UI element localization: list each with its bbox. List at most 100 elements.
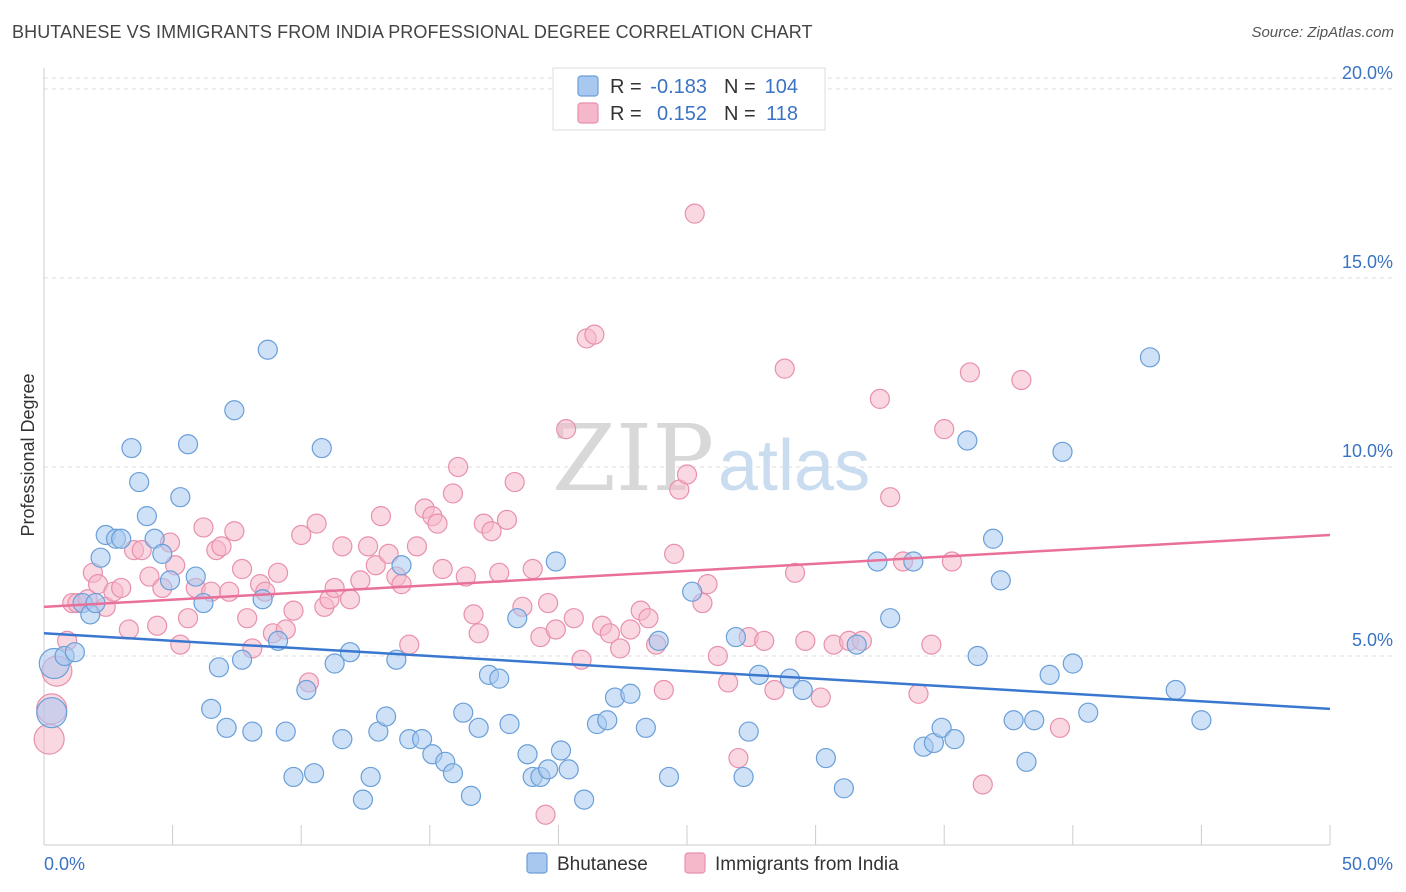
bhutanese-point — [738, 721, 759, 742]
bhutanese-point — [1139, 347, 1161, 368]
bhutanese-point — [574, 789, 595, 810]
bhutanese-point — [90, 547, 111, 568]
legend-r-value: 0.152 — [657, 103, 707, 125]
india-point — [728, 747, 749, 769]
bhutanese-point — [453, 702, 474, 723]
india-point — [784, 562, 806, 583]
watermark-atlas: atlas — [718, 426, 870, 506]
india-point — [170, 634, 191, 655]
india-point — [620, 619, 641, 640]
bhutanese-point — [64, 642, 85, 663]
bhutanese-point — [442, 763, 464, 784]
india-point — [754, 630, 775, 651]
source-credit: Source: ZipAtlas.com — [1251, 24, 1394, 41]
correlation-legend: R = -0.183 N = 104 R = 0.152 N = 118 — [552, 67, 826, 131]
bhutanese-point — [833, 778, 854, 799]
india-point — [959, 362, 981, 383]
bhutanese-point — [538, 759, 559, 780]
india-point — [972, 774, 993, 795]
india-point — [707, 645, 728, 667]
bhutanese-point — [224, 400, 245, 421]
legend-n-value: 118 — [766, 103, 798, 125]
india-point — [332, 536, 353, 557]
india-point — [684, 203, 705, 224]
bhutanese-point — [635, 717, 656, 738]
india-point — [231, 558, 253, 580]
y-tick-label: 5.0% — [1352, 630, 1393, 650]
bhutanese-point — [1016, 751, 1037, 772]
india-point — [291, 524, 312, 546]
legend-n-label: N = — [724, 76, 756, 98]
india-point — [463, 604, 484, 625]
india-point — [496, 509, 518, 530]
series-bhutanese-points — [36, 339, 1212, 810]
bhutanese-point — [990, 570, 1011, 591]
legend-swatch-bhutanese — [577, 75, 599, 97]
bhutanese-point — [658, 766, 680, 788]
india-point — [147, 615, 168, 636]
india-point — [522, 558, 543, 580]
bhutanese-point — [242, 721, 263, 742]
bhutanese-point — [1052, 441, 1073, 462]
india-point — [267, 562, 289, 583]
india-point — [193, 517, 214, 538]
india-point — [676, 464, 698, 485]
bhutanese-point — [216, 717, 237, 738]
bhutanese-point — [1039, 664, 1060, 685]
bhutanese-point — [208, 657, 229, 678]
series-legend: Bhutanese Immigrants from India — [526, 852, 899, 875]
india-point — [563, 608, 584, 629]
watermark-zip: ZIP — [552, 405, 714, 512]
india-point — [131, 540, 152, 561]
bhutanese-point — [597, 710, 618, 731]
india-point — [1049, 717, 1071, 738]
series-india-points — [33, 203, 1071, 825]
bhutanese-point — [283, 766, 304, 788]
bhutanese-point — [903, 551, 924, 572]
bhutanese-point — [489, 668, 510, 689]
india-point — [357, 536, 379, 557]
bhutanese-point — [792, 679, 813, 701]
india-point — [224, 521, 245, 542]
bhutanese-point — [1024, 710, 1045, 731]
bhutanese-point — [121, 437, 142, 459]
bhutanese-point — [468, 717, 489, 738]
bhutanese-point — [303, 763, 325, 784]
legend-r-label: R = — [610, 76, 642, 98]
bhutanese-point — [545, 551, 566, 572]
bhutanese-point — [332, 729, 353, 750]
india-point — [455, 566, 476, 587]
bhutanese-point — [252, 589, 273, 610]
bhutanese-point — [36, 697, 68, 729]
india-point — [427, 513, 448, 534]
india-point — [764, 679, 785, 701]
bhutanese-point — [1078, 702, 1099, 723]
legend-r-label: R = — [610, 103, 642, 125]
india-point — [556, 419, 577, 440]
india-trend-line — [43, 533, 1331, 609]
bhutanese-point — [815, 747, 836, 769]
india-point — [610, 638, 631, 659]
india-point — [468, 623, 489, 644]
india-point — [481, 521, 502, 542]
bhutanese-point — [517, 744, 538, 765]
india-point — [880, 487, 901, 508]
bhutanese-point — [931, 717, 952, 738]
bhutanese-point — [1003, 710, 1024, 731]
india-point — [118, 619, 139, 640]
bhutanese-point — [159, 570, 181, 591]
india-point — [432, 558, 453, 580]
india-point — [219, 581, 240, 602]
bhutanese-point — [411, 729, 433, 750]
india-point — [638, 608, 659, 629]
bhutanese-point — [231, 649, 253, 670]
india-point — [177, 608, 199, 629]
india-point — [921, 634, 942, 655]
legend-r-value: -0.183 — [650, 76, 707, 98]
bhutanese-point — [957, 430, 978, 451]
bhutanese-point — [311, 437, 332, 459]
bhutanese-point — [129, 471, 150, 493]
legend-n-value: 104 — [765, 76, 798, 98]
bhutanese-point — [1191, 710, 1212, 731]
bhutanese-point — [177, 434, 199, 455]
